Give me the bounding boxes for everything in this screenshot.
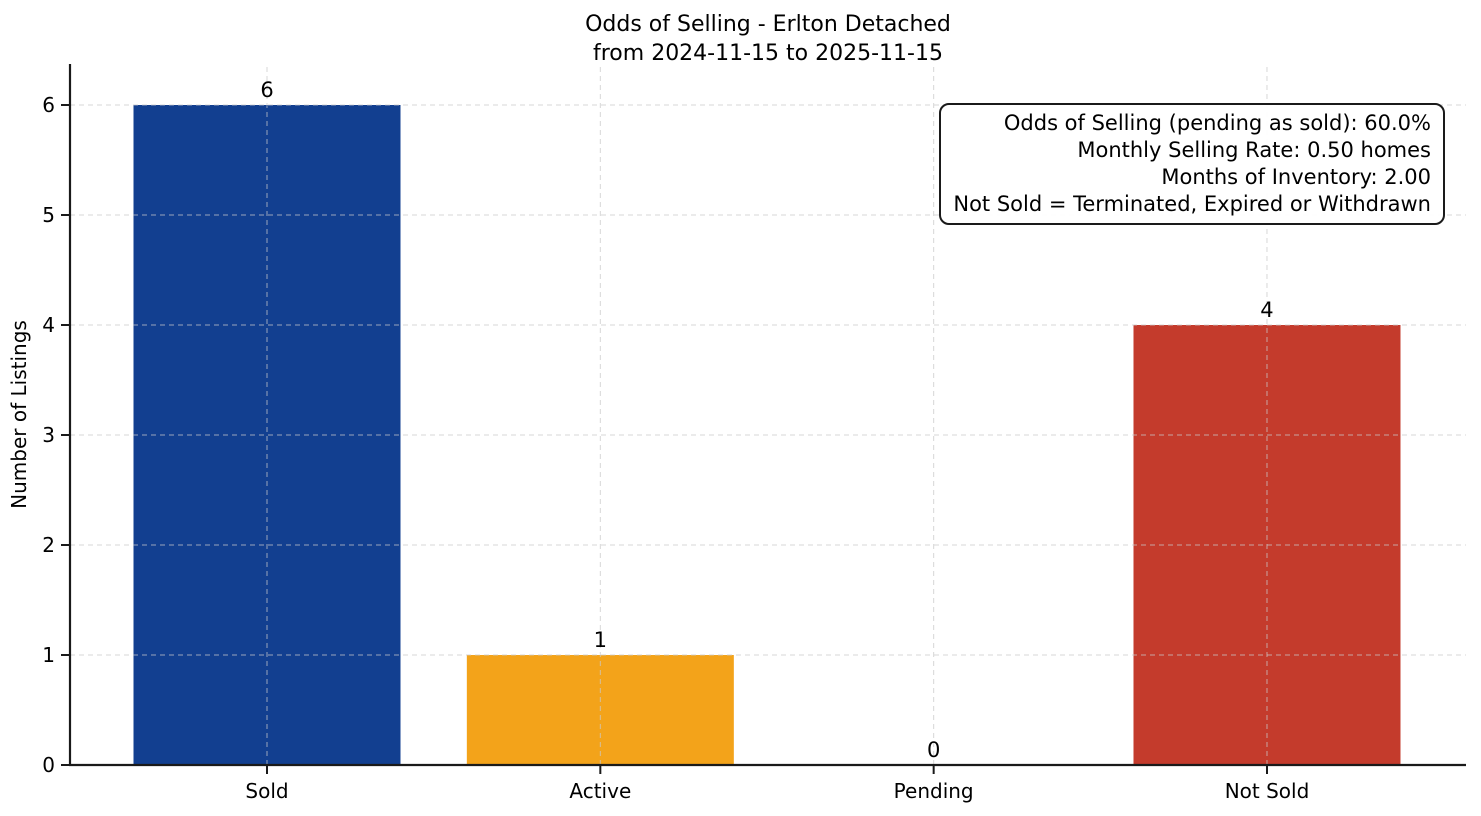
y-tick-label-6: 6 [42, 93, 55, 117]
x-tick-label-sold: Sold [245, 779, 288, 803]
stats-annotation-box: Odds of Selling (pending as sold): 60.0%… [939, 103, 1445, 225]
y-axis-label: Number of Listings [7, 320, 31, 509]
annotation-odds-of-selling: Odds of Selling (pending as sold): 60.0% [1003, 111, 1431, 135]
annotation-months-of-inventory: Months of Inventory: 2.00 [1161, 165, 1431, 189]
chart-title-line1: Odds of Selling - Erlton Detached [585, 12, 951, 37]
y-tick-label-3: 3 [42, 423, 55, 447]
bar-value-label-sold: 6 [260, 78, 273, 102]
y-tick-label-4: 4 [42, 313, 55, 337]
bar-value-label-not-sold: 4 [1260, 298, 1273, 322]
annotation-not-sold-definition: Not Sold = Terminated, Expired or Withdr… [953, 192, 1431, 216]
chart-title: Odds of Selling - Erlton Detached from 2… [70, 10, 1466, 68]
y-tick-label-5: 5 [42, 203, 55, 227]
bar-value-label-pending: 0 [927, 738, 940, 762]
chart-title-line2: from 2024-11-15 to 2025-11-15 [593, 41, 943, 66]
x-tick-label-active: Active [569, 779, 631, 803]
x-tick-label-not-sold: Not Sold [1225, 779, 1310, 803]
bar-value-label-active: 1 [594, 628, 607, 652]
y-tick-label-2: 2 [42, 533, 55, 557]
y-tick-label-0: 0 [42, 753, 55, 777]
annotation-monthly-selling-rate: Monthly Selling Rate: 0.50 homes [1077, 138, 1431, 162]
x-tick-label-pending: Pending [894, 779, 974, 803]
y-tick-label-1: 1 [42, 643, 55, 667]
